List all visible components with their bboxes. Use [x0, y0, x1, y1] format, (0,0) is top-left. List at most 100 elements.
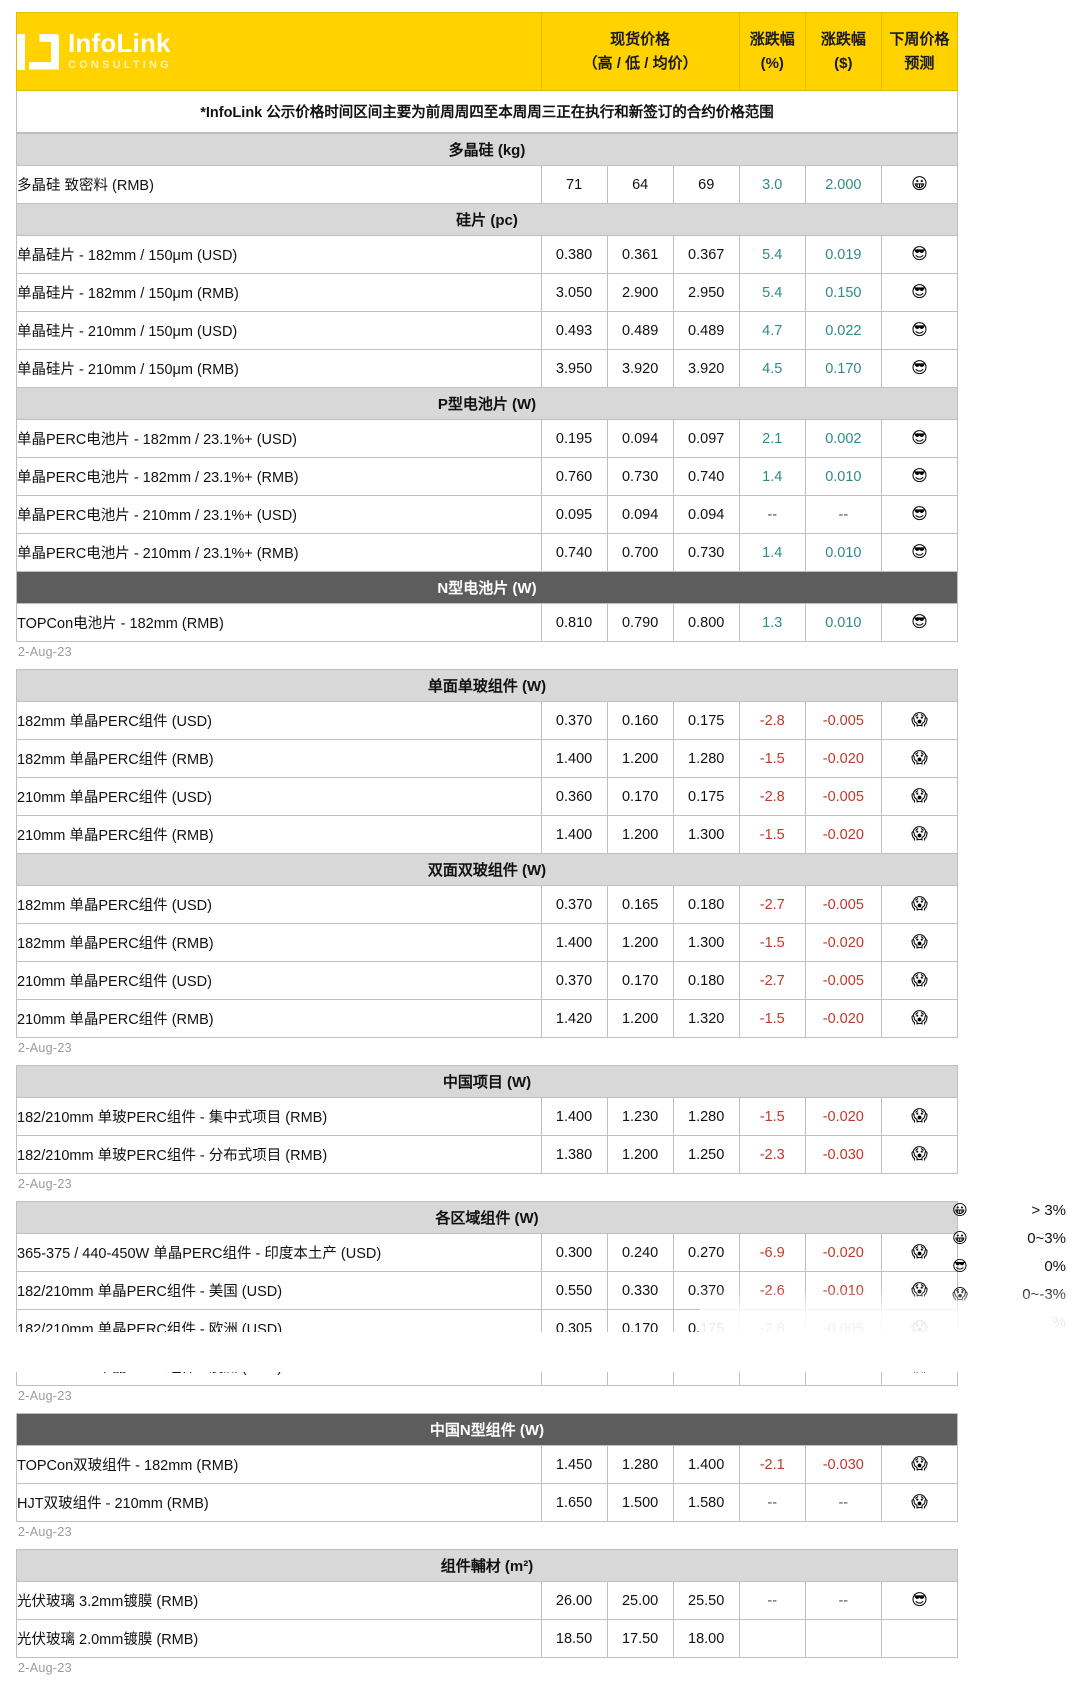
price-average-cell: 1.300 [672, 923, 740, 962]
price-low-cell: 0.170 [606, 1309, 674, 1348]
table-row[interactable]: 182mm 单晶PERC组件 (RMB) 1.400 1.200 1.280 -1.5-… [16, 739, 959, 778]
price-high-cell: 3.050 [540, 273, 608, 312]
price-low-cell: 0.240 [606, 1233, 674, 1272]
change-value-cell: -0.010 [804, 1271, 882, 1310]
price-table: 各区域组件 (W) 365-375 / 440-450W 单晶PERC组件 - 印… [16, 1201, 959, 1386]
price-low-cell: 0.165 [606, 885, 674, 924]
table-row[interactable]: 182mm 单晶PERC组件 (USD) 0.370 0.165 0.180 -2.7-… [16, 885, 959, 924]
table-row[interactable]: 182mm 单晶PERC组件 (RMB) 1.400 1.200 1.300 -1.5-… [16, 923, 959, 962]
change-percent-cell: -1.5 [738, 923, 806, 962]
forecast-emoji-cell: 😱 [880, 739, 959, 778]
price-average-cell: 2.950 [672, 273, 740, 312]
table-row[interactable]: 单晶PERC电池片 - 182mm / 23.1%+ (USD) 0.195 0.0… [16, 419, 959, 458]
price-low-cell: 0.730 [606, 457, 674, 496]
product-name-cell: 多晶硅 致密料 (RMB) [16, 165, 542, 204]
price-low-cell: 0.170 [606, 777, 674, 816]
legend-label: 0~-3% [1022, 1285, 1066, 1303]
table-row[interactable]: 光伏玻璃 3.2mm镀膜 (RMB) 26.00 25.00 25.50 -- -- 😎 [16, 1581, 959, 1620]
table-row[interactable]: 182/210mm 单晶PERC组件 - 澳洲 (USD) 0.230 0.165 0… [16, 1347, 959, 1386]
change-value-cell: 0.002 [804, 419, 882, 458]
table-row[interactable]: TOPCon电池片 - 182mm (RMB) 0.810 0.790 0.800 1.… [16, 603, 959, 642]
date-caption: 2-Aug-23 [18, 1661, 72, 1675]
forecast-emoji-cell: 😱 [880, 701, 959, 740]
table-row[interactable]: 210mm 单晶PERC组件 (RMB) 1.400 1.200 1.300 -1.5-… [16, 815, 959, 854]
table-row[interactable]: 单晶硅片 - 182mm / 150μm (RMB) 3.050 2.900 2.95… [16, 273, 959, 312]
price-average-cell: 0.175 [672, 701, 740, 740]
table-row[interactable]: 182mm 单晶PERC组件 (USD) 0.370 0.160 0.175 -2.8-… [16, 701, 959, 740]
price-high-cell: 3.950 [540, 349, 608, 388]
price-low-cell: 1.200 [606, 815, 674, 854]
product-name-cell: 单晶硅片 - 182mm / 150μm (USD) [16, 235, 542, 274]
price-high-cell: 1.400 [540, 1097, 608, 1136]
change-value-cell: 0.170 [804, 349, 882, 388]
price-average-cell: 0.175 [672, 1309, 740, 1348]
change-value-cell: -0.005 [804, 1309, 882, 1348]
table-row[interactable]: 210mm 单晶PERC组件 (USD) 0.360 0.170 0.175 -2.8-… [16, 777, 959, 816]
price-low-cell: 25.00 [606, 1581, 674, 1620]
forecast-emoji-cell [880, 1619, 959, 1658]
change-percent-cell: 5.4 [738, 235, 806, 274]
table-row[interactable]: 单晶硅片 - 210mm / 150μm (RMB) 3.950 3.920 3.92… [16, 349, 959, 388]
price-low-cell: 0.094 [606, 419, 674, 458]
product-name-cell: 单晶PERC电池片 - 210mm / 23.1%+ (USD) [16, 495, 542, 534]
table-row[interactable]: 单晶PERC电池片 - 210mm / 23.1%+ (USD) 0.095 0.0… [16, 495, 959, 534]
forecast-emoji-cell: 😱 [880, 923, 959, 962]
change-percent-cell: -2.1 [738, 1445, 806, 1484]
section-header-row: N型电池片 (W) [16, 571, 958, 604]
section-title: 中国项目 (W) [16, 1065, 958, 1098]
product-name-cell: 210mm 单晶PERC组件 (RMB) [16, 815, 542, 854]
product-name-cell: 182/210mm 单晶PERC组件 - 美国 (USD) [16, 1271, 542, 1310]
table-row[interactable]: 多晶硅 致密料 (RMB) 71 64 69 3.0 2.000 😀 [16, 165, 959, 204]
change-percent-cell: -1.5 [738, 999, 806, 1038]
price-low-cell: 1.200 [606, 739, 674, 778]
forecast-emoji-cell: 😎 [880, 533, 959, 572]
legend-row: 😎 0% [948, 1252, 1066, 1280]
price-average-cell: 0.270 [672, 1233, 740, 1272]
product-name-cell: 单晶硅片 - 182mm / 150μm (RMB) [16, 273, 542, 312]
table-row[interactable]: 182/210mm 单玻PERC组件 - 集中式项目 (RMB) 1.400 1.2… [16, 1097, 959, 1136]
change-value-cell: -- [804, 1483, 882, 1522]
table-row[interactable]: 365-375 / 440-450W 单晶PERC组件 - 印度本土产 (USD… [16, 1233, 959, 1272]
product-name-cell: 210mm 单晶PERC组件 (USD) [16, 777, 542, 816]
forecast-emoji-cell: 😎 [880, 495, 959, 534]
table-row[interactable]: 182/210mm 单晶PERC组件 - 美国 (USD) 0.550 0.330 0… [16, 1271, 959, 1310]
table-row[interactable]: 光伏玻璃 2.0mm镀膜 (RMB) 18.50 17.50 18.00 [16, 1619, 959, 1658]
table-row[interactable]: 210mm 单晶PERC组件 (RMB) 1.420 1.200 1.320 -1.5-… [16, 999, 959, 1038]
table-row[interactable]: 单晶PERC电池片 - 210mm / 23.1%+ (RMB) 0.740 0.7… [16, 533, 959, 572]
change-percent-cell: -2.6 [738, 1271, 806, 1310]
change-percent-cell: -- [738, 1581, 806, 1620]
table-row[interactable]: 单晶硅片 - 210mm / 150μm (USD) 0.493 0.489 0.48… [16, 311, 959, 350]
price-average-cell: 0.097 [672, 419, 740, 458]
product-name-cell: 182/210mm 单玻PERC组件 - 集中式项目 (RMB) [16, 1097, 542, 1136]
change-value-cell: 0.022 [804, 311, 882, 350]
table-row[interactable]: 182/210mm 单玻PERC组件 - 分布式项目 (RMB) 1.380 1.2… [16, 1135, 959, 1174]
table-row[interactable]: 210mm 单晶PERC组件 (USD) 0.370 0.170 0.180 -2.7-… [16, 961, 959, 1000]
price-low-cell: 17.50 [606, 1619, 674, 1658]
price-low-cell: 64 [606, 165, 674, 204]
product-name-cell: 182mm 单晶PERC组件 (USD) [16, 701, 542, 740]
table-row[interactable]: HJT双玻组件 - 210mm (RMB) 1.650 1.500 1.580 -- --… [16, 1483, 959, 1522]
table-row[interactable]: 单晶PERC电池片 - 182mm / 23.1%+ (RMB) 0.760 0.7… [16, 457, 959, 496]
legend-emoji: 😀 [952, 1201, 968, 1219]
column-header-change-pct: 涨跌幅 (%) [738, 12, 806, 91]
change-value-cell: -0.005 [804, 961, 882, 1000]
price-average-cell: 1.320 [672, 999, 740, 1038]
table-row[interactable]: 单晶硅片 - 182mm / 150μm (USD) 0.380 0.361 0.36… [16, 235, 959, 274]
section-title: 硅片 (pc) [16, 203, 958, 236]
change-pct-line1: 涨跌幅 [749, 31, 795, 49]
change-percent-cell: 1.4 [738, 457, 806, 496]
forecast-emoji-cell: 😎 [880, 235, 959, 274]
legend-row: % [948, 1308, 1066, 1336]
forecast-emoji-cell: 😎 [880, 311, 959, 350]
change-percent-cell: -1.5 [738, 1097, 806, 1136]
table-row[interactable]: TOPCon双玻组件 - 182mm (RMB) 1.450 1.280 1.400-… [16, 1445, 959, 1484]
forecast-emoji-cell: 😱 [880, 777, 959, 816]
table-row[interactable]: 182/210mm 单晶PERC组件 - 欧洲 (USD) 0.305 0.170 0… [16, 1309, 959, 1348]
price-average-cell: 0.800 [672, 603, 740, 642]
price-average-cell: 25.50 [672, 1581, 740, 1620]
product-name-cell: 光伏玻璃 2.0mm镀膜 (RMB) [16, 1619, 542, 1658]
legend-label: 0~3% [1027, 1229, 1066, 1247]
price-report-page: InfoLink CONSULTING 现货价格 （高 / 低 / 均价） 涨跌… [16, 12, 1080, 1675]
section-title: 各区域组件 (W) [16, 1201, 958, 1234]
section-header-row: 中国N型组件 (W) [16, 1413, 958, 1446]
